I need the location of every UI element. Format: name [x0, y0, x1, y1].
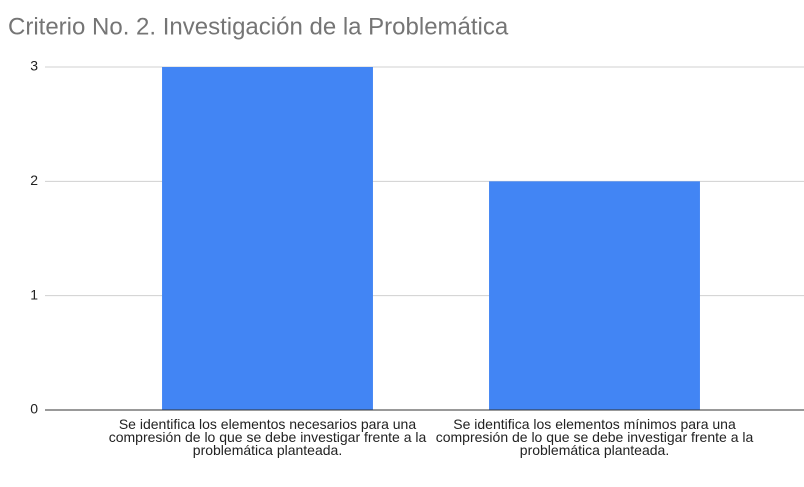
y-tick-label: 2: [30, 172, 38, 188]
y-tick-label: 1: [30, 286, 38, 302]
chart-title: Criterio No. 2. Investigación de la Prob…: [8, 13, 509, 40]
x-tick-label: Se identifica los elementos mínimos para…: [435, 416, 754, 458]
bar: [162, 67, 373, 410]
x-tick-label: Se identifica los elementos necesarios p…: [108, 416, 427, 458]
y-tick-label: 3: [30, 58, 38, 74]
y-tick-label: 0: [30, 401, 38, 417]
bar: [489, 181, 700, 410]
